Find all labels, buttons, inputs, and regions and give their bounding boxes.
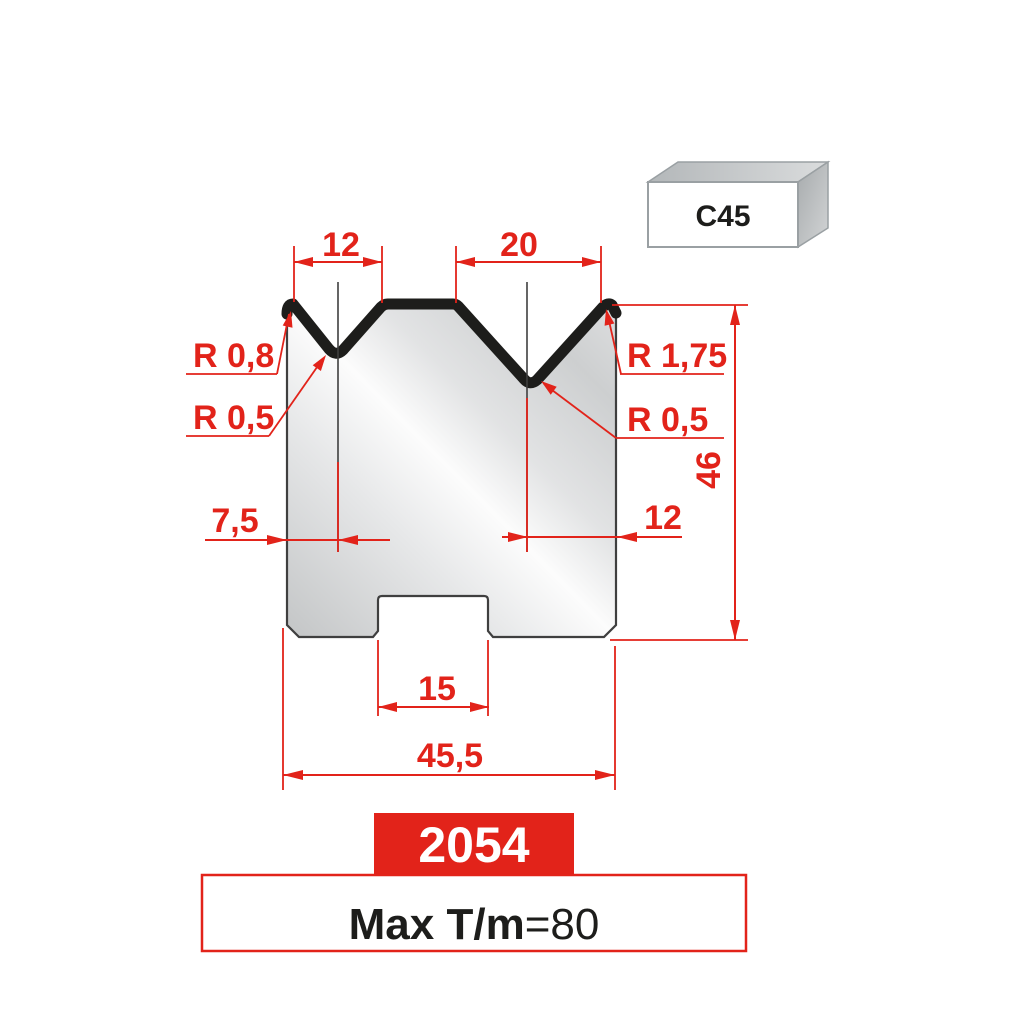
leader-arrowhead — [312, 355, 326, 371]
arrowhead — [730, 620, 740, 640]
dim-v1-width: 12 — [293, 226, 383, 303]
dim-v1-width-label: 12 — [322, 226, 360, 264]
arrowhead — [730, 305, 740, 325]
leader-line — [543, 383, 617, 439]
arrowhead — [267, 535, 287, 545]
callout-radius-left-top: R 0,8 — [186, 311, 293, 375]
arrowhead — [338, 535, 358, 545]
arrowhead — [595, 770, 615, 780]
max-load-bold-text: Max T/m — [349, 900, 525, 949]
dim-total-width: 45,5 — [282, 628, 616, 790]
total-width-label: 45,5 — [417, 737, 483, 775]
total-height-label: 46 — [690, 451, 728, 489]
arrowhead — [378, 702, 397, 712]
max-load-box — [200, 873, 748, 953]
arrowhead — [294, 257, 313, 267]
callout-radius-left-bottom: R 0,5 — [186, 355, 326, 437]
arrowhead — [363, 257, 382, 267]
arrowhead — [470, 702, 489, 712]
v-centerlines — [337, 282, 528, 552]
callout-radius-right-bottom: R 0,5 — [541, 381, 724, 439]
center-offset-right-label: 12 — [644, 499, 682, 537]
callout-radius-right-top: R 1,75 — [604, 309, 727, 375]
radius-left-top-label: R 0,8 — [193, 337, 274, 375]
dim-v2-width-label: 20 — [500, 226, 538, 264]
leader-line — [268, 359, 323, 437]
material-block-top-face — [645, 161, 831, 183]
max-load-plate: Max T/m=80 — [200, 873, 748, 953]
radius-right-bottom-label: R 0,5 — [627, 401, 708, 439]
center-offset-left-label: 7,5 — [211, 502, 258, 540]
max-load-label: Max T/m=80 — [349, 900, 600, 949]
part-number-box — [374, 813, 574, 875]
slot-width-label: 15 — [418, 670, 456, 708]
material-badge: C45 — [645, 160, 831, 249]
arrowhead — [508, 532, 528, 542]
dim-center-offset-left: 7,5 — [205, 502, 390, 545]
part-number-label: 2054 — [418, 817, 529, 873]
arrowhead — [582, 257, 601, 267]
dim-v2-width: 20 — [455, 226, 602, 303]
material-block-front-face — [647, 181, 799, 248]
die-v-profile-edge — [281, 298, 622, 389]
leader-arrowhead — [282, 311, 293, 328]
radius-right-top-label: R 1,75 — [627, 337, 727, 375]
arrowhead — [456, 257, 475, 267]
dim-total-height: 46 — [610, 304, 748, 641]
leader-arrowhead — [604, 309, 615, 326]
max-load-value-text: =80 — [525, 900, 600, 949]
arrowhead — [617, 532, 637, 542]
arrowhead — [283, 770, 303, 780]
leader-arrowhead — [541, 381, 557, 395]
die-body — [281, 298, 622, 639]
dim-center-offset-right: 12 — [502, 499, 682, 542]
dim-slot-width: 15 — [377, 640, 489, 716]
radius-left-bottom-label: R 0,5 — [193, 399, 274, 437]
part-number-plate: 2054 — [374, 813, 574, 875]
material-label: C45 — [695, 200, 750, 233]
